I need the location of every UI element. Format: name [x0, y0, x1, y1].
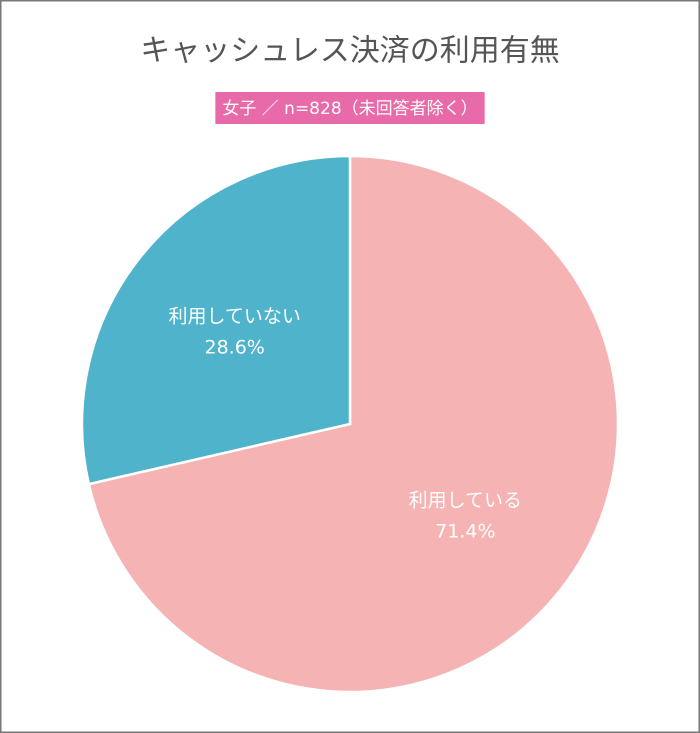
slice-label: 利用している: [409, 489, 522, 511]
subtitle-box: [215, 92, 485, 124]
slice-value: 28.6%: [204, 337, 264, 359]
chart-title: キャッシュレス決済の利用有無: [140, 34, 559, 69]
chart-subtitle: 女子 ／ n=828（未回答者除く）: [222, 99, 477, 119]
pie-slice: [87, 154, 620, 694]
pie-slice: [80, 154, 352, 486]
slice-label: 利用していない: [168, 306, 300, 328]
slice-value: 71.4%: [435, 520, 495, 542]
